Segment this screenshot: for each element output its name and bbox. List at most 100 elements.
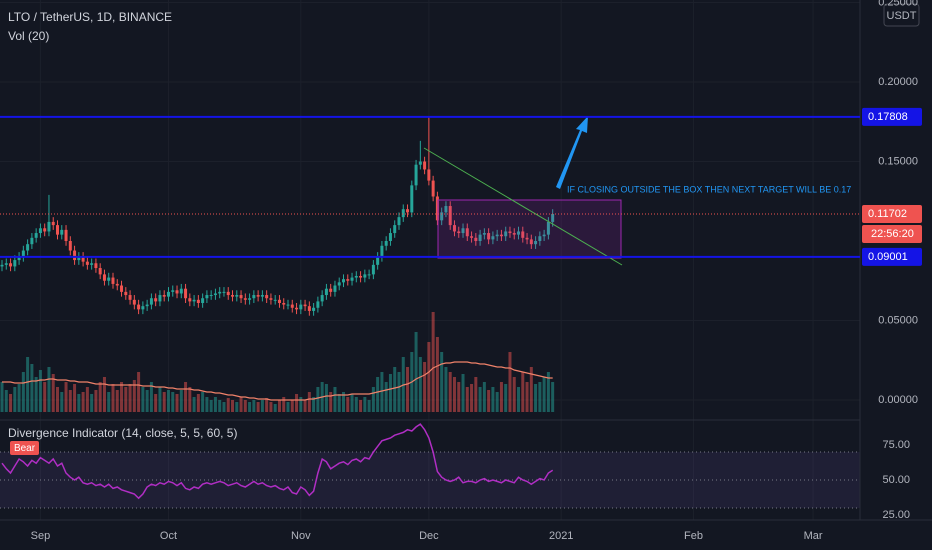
volume-bar [525,382,529,412]
candle-body [98,268,102,275]
candle-body [363,274,367,278]
candle-body [107,277,111,281]
last-price-tag [862,204,922,223]
volume-bar [286,402,290,412]
candle-body [0,264,4,267]
candle-body [495,234,499,237]
plot [0,117,860,509]
candle-body [525,237,529,240]
candle-body [478,234,482,241]
candle-body [444,206,448,213]
volume-bar [538,382,542,412]
volume-bar [440,352,444,412]
volume-bar [213,397,217,412]
currency-button[interactable] [883,3,920,27]
candle-body [26,244,30,251]
candle-body [341,279,345,283]
volume-bar [77,394,81,412]
candle-body [499,234,503,237]
y-tick-label: 0.15000 [878,155,918,167]
volume-bar [333,387,337,412]
volume-bar [265,398,269,412]
chart-title: LTO / TetherUS, 1D, BINANCE [8,10,172,24]
candle-body [380,245,384,257]
volume-bar [21,372,25,412]
currency-label[interactable]: USDT [887,10,917,22]
candle-body [154,298,158,302]
volume-bar [132,380,136,412]
volume-bar [299,397,303,412]
volume-bar [30,364,34,412]
y-tick-label: 50.00 [882,474,910,486]
volume-bar [115,390,119,412]
candle-body [393,225,397,234]
candle-body [9,263,13,267]
volume-bar [546,372,550,412]
volume-bar [111,384,115,412]
x-tick-label: 2021 [549,530,573,542]
volume-bar [303,400,307,412]
candle-body [175,290,179,294]
candle-body [17,256,21,261]
candle-body [406,209,410,213]
volume-bar [26,357,30,412]
volume-bar [256,402,260,412]
candle-body [102,274,106,281]
y-tick-label: 0.25000 [878,0,918,8]
y-tick-label: 0.05000 [878,314,918,326]
candle-body [414,164,418,186]
volume-bar [367,400,371,412]
volume-bar [85,387,89,412]
candle-body [491,236,495,240]
volume-bar [47,367,51,412]
candle-body [94,263,98,269]
candle-body [231,295,235,297]
volume-bar [209,400,213,412]
volume-bar [145,390,149,412]
candle-body [529,239,533,245]
volume-bar [312,397,316,412]
candle-body [51,221,55,226]
volume-bar [222,402,226,412]
volume-bar [346,397,350,412]
trend-line [423,147,623,266]
candle-body [158,295,162,302]
candle-body [388,233,392,241]
candle-body [534,240,538,245]
candle-body [551,213,555,222]
volume-bar [388,374,392,412]
volume-bar [107,392,111,412]
candle-body [179,288,183,294]
candle-body [457,231,461,234]
volume-bar [158,387,162,412]
indicator-title: Divergence Indicator (14, close, 5, 5, 6… [8,426,237,440]
candle-body [252,295,256,299]
volume-bar [252,400,256,412]
candle-body [482,233,486,235]
candle-body [171,290,175,292]
candle-body [346,279,350,281]
volume-bar [137,372,141,412]
candle-body [243,298,247,300]
volume-bar [431,312,435,412]
volume-bar [128,384,132,412]
candle-body [192,299,196,302]
volume-bar [529,367,533,412]
volume-bar [423,362,427,412]
candle-body [188,298,192,302]
candle-body [13,260,17,267]
volume-bar [269,402,273,412]
volume-bar [162,392,166,412]
candle-body [196,299,200,303]
candle-body [132,299,136,305]
candle-body [55,225,59,235]
volume-bar [341,392,345,412]
volume-bar [4,390,8,412]
candle-body [435,196,439,221]
candle-body [68,240,72,251]
volume-bar [350,394,354,412]
candle-body [226,291,230,296]
volume-bar [17,384,21,412]
volume-bar [73,384,77,412]
